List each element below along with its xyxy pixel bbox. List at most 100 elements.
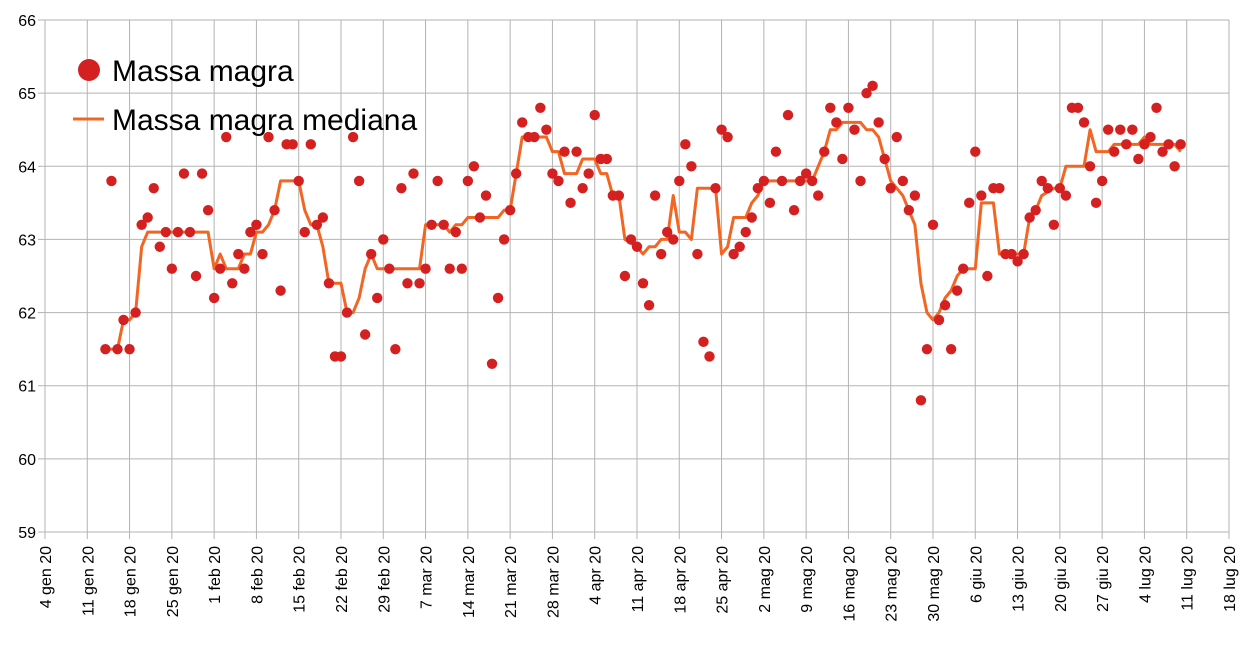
data-point <box>456 263 468 274</box>
x-tick-label: 11 apr 20 <box>630 546 647 613</box>
x-tick-label: 11 gen 20 <box>80 546 97 616</box>
data-point <box>1012 256 1023 267</box>
data-point <box>341 307 353 318</box>
data-point <box>251 219 262 230</box>
y-tick-label: 59 <box>18 525 36 542</box>
legend: Massa magra Massa magra mediana <box>73 55 417 137</box>
data-point <box>1139 139 1150 150</box>
data-point <box>613 190 625 201</box>
data-point <box>293 175 304 187</box>
data-point <box>867 80 878 92</box>
y-tick-label: 65 <box>18 86 36 103</box>
data-point <box>819 146 830 157</box>
data-point <box>299 226 310 238</box>
data-point <box>190 270 202 282</box>
data-point <box>583 168 594 179</box>
data-point <box>951 285 963 296</box>
data-point <box>450 226 461 238</box>
data-point <box>154 241 165 252</box>
data-point <box>541 124 552 135</box>
legend-label-massa-magra: Massa magra <box>112 55 294 88</box>
data-point <box>1048 219 1060 230</box>
data-point <box>359 329 371 340</box>
legend-marker-massa-magra <box>78 59 100 81</box>
x-tick-label: 18 apr 20 <box>672 546 689 614</box>
data-point <box>770 146 782 157</box>
data-point <box>589 109 600 121</box>
data-point <box>353 175 365 187</box>
data-point <box>976 190 987 201</box>
y-tick-label: 62 <box>18 306 36 323</box>
data-point <box>571 146 582 157</box>
data-point <box>305 139 316 150</box>
legend-label-massa-magra-mediana: Massa magra mediana <box>112 104 417 137</box>
x-tick-label: 25 gen 20 <box>165 546 182 617</box>
x-tick-label: 7 mar 20 <box>419 546 436 609</box>
data-point <box>1078 117 1090 128</box>
data-point <box>601 153 612 165</box>
x-tick-label: 16 mag 20 <box>841 546 858 622</box>
data-point <box>740 226 751 238</box>
data-point <box>1115 124 1126 135</box>
data-point <box>752 183 764 194</box>
data-point <box>680 139 691 150</box>
data-point <box>788 204 800 216</box>
data-point <box>903 204 915 216</box>
data-point <box>1169 161 1180 172</box>
y-tick-label: 60 <box>18 452 36 469</box>
data-point <box>426 219 437 230</box>
data-point <box>716 124 727 135</box>
y-tick-label: 61 <box>18 379 36 396</box>
x-tick-label: 9 mag 20 <box>799 546 816 613</box>
data-point <box>396 183 407 194</box>
data-point <box>184 226 196 238</box>
data-point <box>130 307 141 318</box>
data-point <box>402 278 413 289</box>
data-point <box>112 343 123 355</box>
data-point <box>239 263 250 274</box>
x-tick-label: 6 giu 20 <box>968 546 985 603</box>
data-point <box>311 219 323 230</box>
data-point <box>1036 175 1047 187</box>
data-point <box>655 248 667 260</box>
data-point <box>214 263 226 274</box>
data-point <box>462 175 474 187</box>
data-point <box>366 248 377 260</box>
data-point <box>257 248 268 260</box>
data-point <box>909 190 921 201</box>
data-point <box>1145 131 1156 143</box>
data-point <box>764 197 776 209</box>
data-point <box>964 197 975 209</box>
data-point <box>1006 248 1017 260</box>
data-point <box>432 175 443 187</box>
data-point <box>734 241 745 252</box>
data-point <box>444 263 455 274</box>
data-point <box>347 131 359 143</box>
data-point <box>958 263 969 274</box>
x-tick-label: 27 giu 20 <box>1095 546 1112 612</box>
axes <box>38 19 1230 539</box>
data-point <box>1018 248 1029 260</box>
x-tick-label: 14 mar 20 <box>461 546 478 618</box>
x-tick-label: 8 feb 20 <box>249 546 266 604</box>
data-point <box>208 292 220 304</box>
data-point <box>813 190 824 201</box>
x-tick-label: 1 feb 20 <box>207 546 224 604</box>
data-point <box>885 183 896 194</box>
data-point <box>1084 161 1096 172</box>
data-point <box>287 139 298 150</box>
data-point <box>160 226 172 238</box>
data-point <box>1060 190 1072 201</box>
data-point <box>1054 183 1066 194</box>
data-point <box>565 197 576 209</box>
data-point <box>831 117 842 128</box>
data-point <box>486 358 498 369</box>
data-point <box>746 212 757 223</box>
x-tick-label: 4 gen 20 <box>38 546 55 608</box>
series-massa-magra-mediana <box>105 120 1182 351</box>
data-point <box>498 234 510 245</box>
x-tick-label: 21 mar 20 <box>503 546 520 618</box>
data-point <box>335 351 347 362</box>
data-point <box>142 212 153 223</box>
